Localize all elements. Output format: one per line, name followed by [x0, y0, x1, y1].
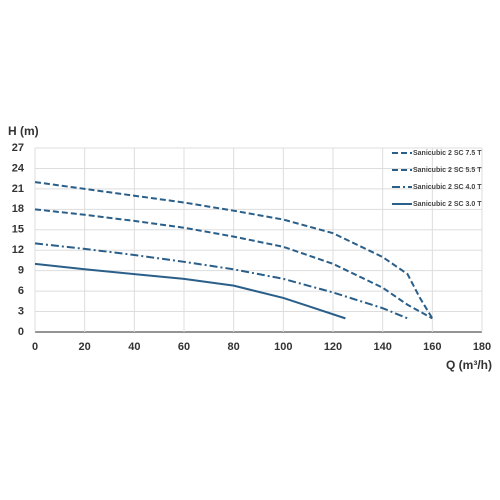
x-tick-label: 140	[373, 341, 391, 353]
y-tick-label: 12	[12, 244, 24, 256]
x-tick-label: 60	[178, 341, 190, 353]
series-line	[34, 208, 433, 320]
legend-label: Sanicubic 2 SC 3.0 T	[413, 201, 482, 208]
y-tick-label: 24	[12, 162, 25, 174]
y-tick-label: 18	[12, 203, 24, 215]
series-line	[34, 262, 346, 320]
x-tick-label: 40	[128, 341, 140, 353]
x-axis-label: Q (m³/h)	[446, 358, 492, 372]
x-tick-label: 120	[324, 341, 342, 353]
x-tick-label: 0	[32, 341, 38, 353]
x-tick-label: 20	[79, 341, 91, 353]
x-tick-label: 160	[423, 341, 441, 353]
y-tick-label: 0	[18, 326, 24, 338]
series-line	[34, 242, 408, 320]
legend-label: Sanicubic 2 SC 7.5 T	[413, 150, 482, 157]
series-line	[34, 181, 434, 319]
y-axis-label: H (m)	[8, 124, 39, 138]
y-tick-label: 6	[18, 285, 24, 297]
y-tick-label: 27	[12, 142, 24, 154]
x-tick-label: 100	[274, 341, 292, 353]
x-tick-label: 180	[473, 341, 491, 353]
y-tick-label: 21	[12, 183, 24, 195]
legend-label: Sanicubic 2 SC 4.0 T	[413, 184, 482, 191]
y-tick-label: 15	[12, 224, 24, 236]
legend-label: Sanicubic 2 SC 5.5 T	[413, 167, 482, 174]
x-tick-label: 80	[228, 341, 240, 353]
y-tick-label: 3	[18, 305, 24, 317]
y-tick-label: 9	[18, 265, 24, 277]
